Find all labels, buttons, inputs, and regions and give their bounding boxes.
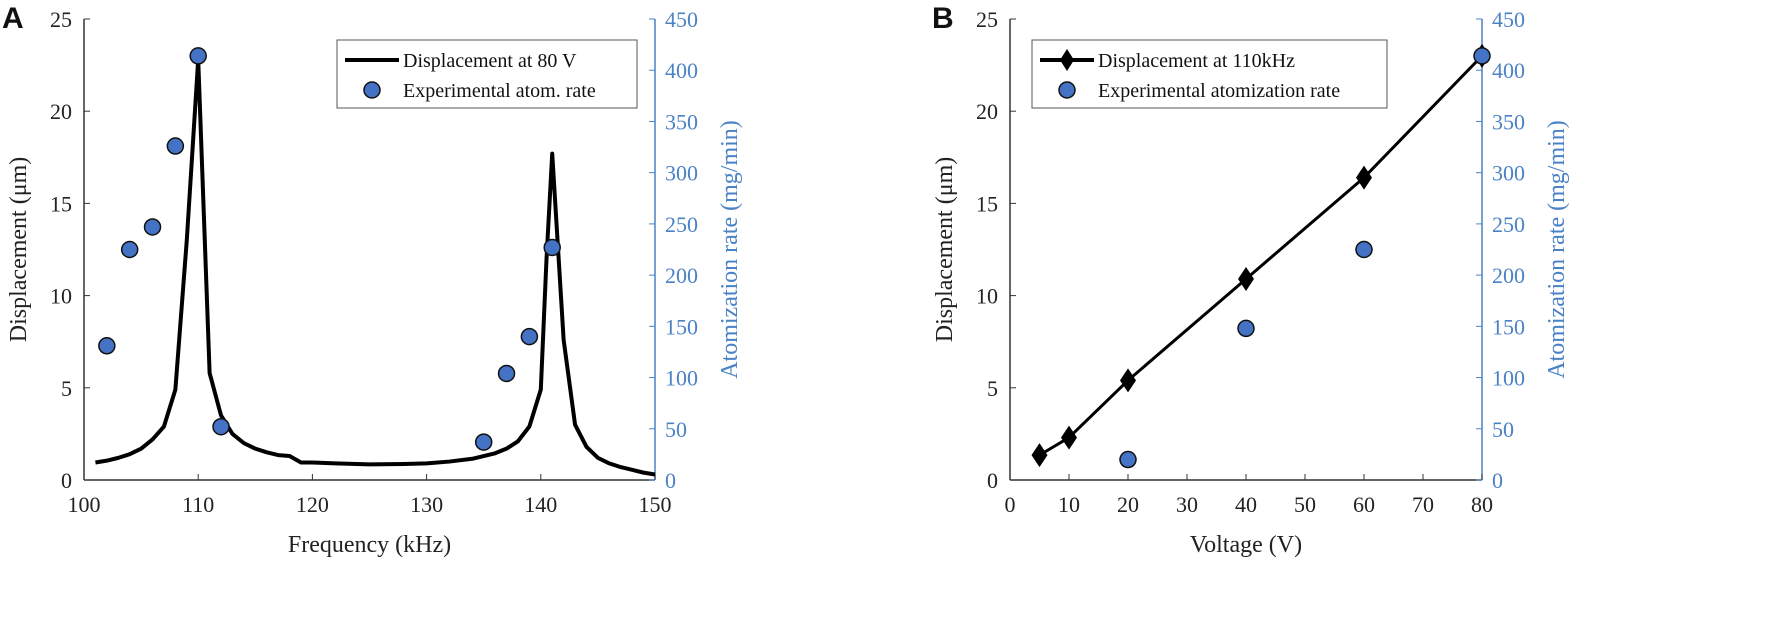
y-right-tick-label: 0 bbox=[1492, 468, 1503, 493]
y-right-tick-label: 300 bbox=[1492, 161, 1525, 186]
y-right-tick-label: 350 bbox=[665, 109, 698, 134]
panel-label: B bbox=[932, 2, 954, 35]
panel-label: A bbox=[2, 2, 24, 35]
rate-point bbox=[189, 47, 207, 65]
y-right-tick-label: 0 bbox=[665, 468, 676, 493]
x-tick-label: 10 bbox=[1058, 492, 1080, 517]
y-tick-label: 20 bbox=[50, 99, 72, 124]
x-axis-label: Voltage (V) bbox=[1190, 532, 1302, 558]
x-tick-label: 120 bbox=[296, 492, 329, 517]
x-tick-label: 40 bbox=[1235, 492, 1257, 517]
y-tick-label: 10 bbox=[976, 284, 998, 309]
y-right-tick-label: 450 bbox=[665, 7, 698, 32]
legend-label: Experimental atom. rate bbox=[403, 80, 596, 102]
y-tick-label: 10 bbox=[50, 284, 72, 309]
diamond-marker bbox=[1061, 425, 1077, 450]
y-right-tick-label: 250 bbox=[665, 212, 698, 237]
rate-point bbox=[143, 218, 162, 236]
rate-point bbox=[1473, 47, 1491, 65]
legend-box bbox=[336, 39, 638, 109]
y-right-axis-label: Atomization rate (mg/min) bbox=[1544, 120, 1570, 379]
y-tick-label: 15 bbox=[976, 191, 998, 216]
y-right-tick-label: 150 bbox=[665, 314, 698, 339]
rate-point bbox=[166, 137, 185, 155]
y-axis-label: Displacement (μm) bbox=[6, 157, 32, 342]
y-tick-label: 25 bbox=[976, 7, 998, 32]
rate-point bbox=[543, 238, 561, 257]
diamond-marker bbox=[1356, 165, 1372, 190]
x-tick-label: 100 bbox=[68, 492, 101, 517]
rate-point bbox=[1355, 240, 1373, 259]
legend-box bbox=[1031, 39, 1388, 109]
y-right-tick-label: 250 bbox=[1492, 212, 1525, 237]
y-right-tick-label: 300 bbox=[665, 161, 698, 186]
diamond-marker bbox=[1120, 368, 1136, 393]
x-axis-label: Frequency (kHz) bbox=[288, 532, 451, 558]
panel-b: B0 10 20 30 40 50 60 70 800510152025050100150200… bbox=[932, 2, 1570, 558]
y-right-tick-label: 150 bbox=[1492, 314, 1525, 339]
y-tick-label: 15 bbox=[50, 191, 72, 216]
legend-diamond-icon bbox=[1060, 49, 1074, 71]
x-tick-label: 20 bbox=[1117, 492, 1139, 517]
y-tick-label: 5 bbox=[61, 376, 72, 401]
x-tick-label: 150 bbox=[639, 492, 672, 517]
y-right-axis-label: Atomization rate (mg/min) bbox=[717, 120, 743, 379]
y-axis-label: Displacement (μm) bbox=[932, 157, 958, 342]
y-tick-label: 0 bbox=[61, 468, 72, 493]
rate-point bbox=[474, 433, 493, 451]
x-tick-label: 140 bbox=[524, 492, 557, 517]
diamond-marker bbox=[1238, 267, 1254, 292]
y-tick-label: 5 bbox=[987, 376, 998, 401]
rate-point bbox=[98, 337, 116, 355]
legend: Displacement at 80 V Experimental atom. r… bbox=[336, 39, 638, 109]
y-right-tick-label: 100 bbox=[665, 366, 698, 391]
rate-point bbox=[520, 327, 539, 346]
y-right-tick-label: 100 bbox=[1492, 366, 1525, 391]
rate-point bbox=[497, 364, 516, 383]
y-tick-label: 25 bbox=[50, 7, 72, 32]
displacement-line bbox=[1038, 54, 1484, 457]
x-tick-label: 0 bbox=[1005, 492, 1016, 517]
x-tick-label: 70 bbox=[1412, 492, 1434, 517]
rate-point bbox=[212, 417, 230, 436]
legend: Displacement at 110kHz Experimental atomi… bbox=[1031, 39, 1388, 109]
rate-point bbox=[1237, 319, 1255, 338]
legend-marker-swatch bbox=[1058, 81, 1076, 99]
y-tick-label: 0 bbox=[987, 468, 998, 493]
legend-marker-swatch bbox=[363, 81, 381, 99]
legend-label: Displacement at 80 V bbox=[403, 50, 577, 72]
rate-point bbox=[120, 240, 139, 259]
y-tick-label: 20 bbox=[976, 99, 998, 124]
x-tick-label: 30 bbox=[1176, 492, 1198, 517]
y-right-tick-label: 50 bbox=[665, 417, 687, 442]
y-right-tick-label: 350 bbox=[1492, 109, 1525, 134]
x-tick-label: 80 bbox=[1471, 492, 1493, 517]
y-right-tick-label: 50 bbox=[1492, 417, 1514, 442]
displacement-line bbox=[95, 57, 656, 477]
rate-point bbox=[1119, 450, 1137, 469]
y-right-tick-label: 400 bbox=[665, 58, 698, 83]
y-right-tick-label: 200 bbox=[665, 263, 698, 288]
y-right-tick-label: 400 bbox=[1492, 58, 1525, 83]
y-right-tick-label: 200 bbox=[1492, 263, 1525, 288]
y-right-tick-label: 450 bbox=[1492, 7, 1525, 32]
x-tick-label: 60 bbox=[1353, 492, 1375, 517]
diamond-marker bbox=[1031, 443, 1048, 468]
legend-label: Experimental atomization rate bbox=[1098, 80, 1340, 102]
x-tick-label: 130 bbox=[410, 492, 443, 517]
legend-label: Displacement at 110kHz bbox=[1098, 50, 1295, 72]
x-tick-label: 50 bbox=[1294, 492, 1316, 517]
x-tick-label: 110 bbox=[182, 492, 214, 517]
